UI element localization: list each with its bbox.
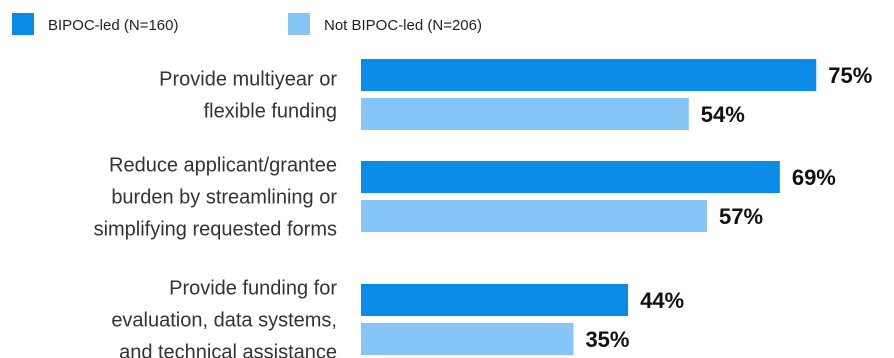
value-label-not-bipoc-2: 57% xyxy=(719,204,763,229)
value-label-not-bipoc-1: 54% xyxy=(701,102,745,127)
legend-swatch-2 xyxy=(288,13,310,35)
legend-swatch-1 xyxy=(12,13,34,35)
value-labels: 75% 54% 69% 57% 44% 35% xyxy=(585,63,872,352)
bar-bipoc-1 xyxy=(361,59,817,91)
category-labels: Provide multiyear or flexible funding Redu… xyxy=(94,69,338,358)
bar-bipoc-3 xyxy=(361,284,629,316)
category-label-3-line-1: Provide funding for xyxy=(169,278,337,300)
legend: BIPOC-led (N=160) Not BIPOC-led (N=206) xyxy=(12,13,482,35)
legend-label-2: Not BIPOC-led (N=206) xyxy=(324,17,482,34)
category-label-1-line-2: flexible funding xyxy=(204,101,337,123)
bar-not-bipoc-1 xyxy=(361,98,689,130)
value-label-bipoc-3: 44% xyxy=(640,288,684,313)
category-label-3-line-2: evaluation, data systems, xyxy=(111,310,337,332)
legend-label-1: BIPOC-led (N=160) xyxy=(48,17,178,34)
value-label-not-bipoc-3: 35% xyxy=(585,327,629,352)
value-label-bipoc-2: 69% xyxy=(792,165,836,190)
category-label-3-line-3: and technical assistance xyxy=(119,342,337,358)
category-label-2-line-1: Reduce applicant/grantee xyxy=(109,155,337,177)
bar-bipoc-2 xyxy=(361,161,780,193)
category-label-1-line-1: Provide multiyear or xyxy=(159,69,337,91)
category-label-2-line-2: burden by streamlining or xyxy=(111,187,337,209)
bars xyxy=(361,59,817,355)
category-label-2-line-3: simplifying requested forms xyxy=(94,219,337,241)
value-label-bipoc-1: 75% xyxy=(828,63,872,88)
bar-not-bipoc-3 xyxy=(361,323,574,355)
bar-not-bipoc-2 xyxy=(361,200,707,232)
